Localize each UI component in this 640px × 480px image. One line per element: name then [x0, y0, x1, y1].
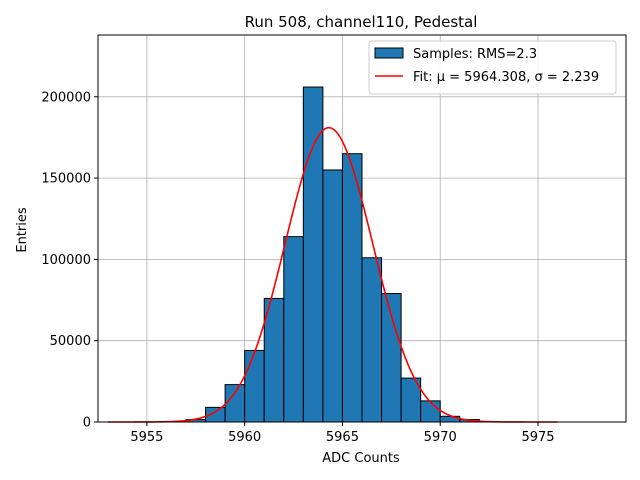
legend-frame	[368, 40, 617, 95]
x-tick-label: 5965	[326, 430, 359, 445]
legend-samples-label: Samples: RMS=2.3	[413, 47, 537, 62]
histogram-bar	[322, 169, 343, 423]
legend-fit-label: Fit: μ = 5964.308, σ = 2.239	[413, 70, 599, 85]
y-tick-label: 150000	[41, 172, 91, 187]
chart-title: Run 508, channel110, Pedestal	[245, 13, 478, 31]
histogram-bar	[420, 400, 441, 423]
y-tick-label: 100000	[41, 253, 91, 268]
x-tick-label: 5960	[228, 430, 261, 445]
y-axis-label: Entries	[15, 207, 30, 253]
histogram-bars	[185, 86, 480, 423]
histogram-bar	[341, 153, 363, 423]
histogram-bar	[244, 349, 265, 423]
histogram-bar	[263, 297, 285, 423]
histogram-bar	[361, 257, 383, 423]
legend: Samples: RMS=2.3 Fit: μ = 5964.308, σ = …	[368, 40, 617, 95]
histogram-bar	[224, 384, 246, 423]
histogram-bar	[283, 236, 304, 423]
fit-line	[107, 126, 558, 423]
axis-ticks: 5955 5960 5965 5970 5975 0 50000 100000 150000 20…	[41, 90, 554, 445]
histogram-bar	[302, 86, 324, 423]
x-tick-label: 5955	[130, 430, 163, 445]
y-tick-label: 200000	[41, 90, 91, 105]
x-axis-label: ADC Counts	[322, 451, 400, 466]
fit-curve	[107, 126, 558, 423]
x-tick-label: 5975	[521, 430, 554, 445]
plot-frame	[97, 34, 627, 423]
legend-samples-swatch	[374, 47, 404, 59]
x-tick-label: 5970	[424, 430, 457, 445]
y-tick-label: 0	[83, 416, 91, 431]
y-tick-label: 50000	[50, 334, 91, 349]
